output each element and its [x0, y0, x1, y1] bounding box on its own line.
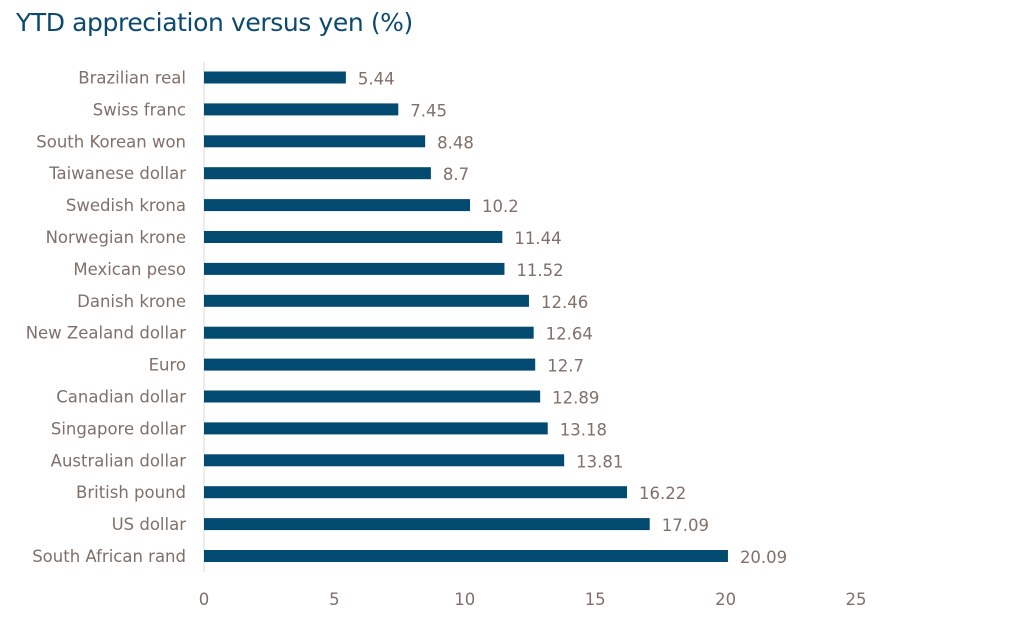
x-tick-label: 20 — [715, 590, 736, 609]
x-tick-label: 5 — [329, 590, 340, 609]
x-tick-label: 10 — [454, 590, 475, 609]
category-label: Australian dollar — [51, 451, 187, 470]
value-label: 16.22 — [639, 484, 686, 503]
bar — [204, 103, 399, 116]
category-label: Euro — [149, 356, 186, 375]
category-label: South Korean won — [36, 132, 186, 151]
value-label: 8.7 — [443, 165, 469, 184]
category-label: Brazilian real — [78, 69, 186, 88]
bar — [204, 326, 534, 339]
bar — [204, 390, 541, 403]
value-label: 20.09 — [740, 548, 787, 567]
value-label: 17.09 — [662, 516, 709, 535]
bar — [204, 199, 471, 212]
bar — [204, 486, 628, 499]
value-label: 13.18 — [560, 420, 607, 439]
value-label: 11.52 — [516, 261, 563, 280]
bar — [204, 167, 431, 180]
category-label: Swedish krona — [66, 196, 186, 215]
category-label: Swiss franc — [93, 100, 186, 119]
x-tick-label: 0 — [199, 590, 210, 609]
value-label: 12.89 — [552, 389, 599, 408]
category-label: South African rand — [32, 547, 186, 566]
bar — [204, 358, 536, 371]
value-label: 12.64 — [546, 325, 593, 344]
bar — [204, 262, 505, 275]
value-label: 13.81 — [576, 452, 623, 471]
value-label: 11.44 — [514, 229, 561, 248]
bar — [204, 454, 565, 467]
category-label: US dollar — [112, 515, 187, 534]
x-tick-label: 15 — [585, 590, 606, 609]
category-label: British pound — [76, 483, 186, 502]
bar — [204, 422, 548, 435]
x-tick-label: 25 — [846, 590, 867, 609]
category-label: Singapore dollar — [51, 419, 186, 438]
bar — [204, 135, 426, 148]
value-label: 7.45 — [410, 101, 447, 120]
category-label: Taiwanese dollar — [48, 164, 186, 183]
category-label: Canadian dollar — [56, 388, 186, 407]
category-label: Mexican peso — [73, 260, 186, 279]
bar — [204, 71, 346, 84]
value-label: 8.48 — [437, 133, 474, 152]
category-label: New Zealand dollar — [26, 324, 187, 343]
bar — [204, 231, 503, 243]
category-label: Norwegian krone — [46, 228, 186, 247]
value-label: 12.7 — [547, 357, 584, 376]
value-label: 10.2 — [482, 197, 519, 216]
bar — [204, 294, 529, 307]
value-label: 5.44 — [358, 70, 395, 89]
bar — [204, 518, 650, 531]
chart-title: YTD appreciation versus yen (%) — [16, 8, 413, 37]
category-label: Danish krone — [77, 292, 186, 311]
bar — [204, 550, 728, 562]
value-label: 12.46 — [541, 293, 588, 312]
